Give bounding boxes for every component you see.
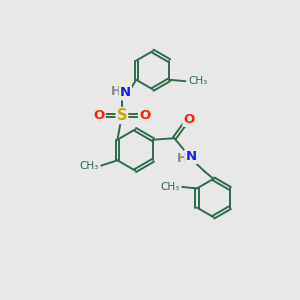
Text: H: H: [111, 85, 122, 98]
Text: S: S: [117, 108, 127, 123]
Text: N: N: [185, 150, 197, 163]
Text: CH₃: CH₃: [160, 182, 180, 192]
Text: O: O: [94, 109, 105, 122]
Text: O: O: [139, 109, 150, 122]
Text: CH₃: CH₃: [80, 160, 99, 171]
Text: O: O: [183, 113, 195, 126]
Text: H: H: [177, 152, 187, 165]
Text: CH₃: CH₃: [188, 76, 207, 86]
Text: N: N: [120, 86, 131, 99]
